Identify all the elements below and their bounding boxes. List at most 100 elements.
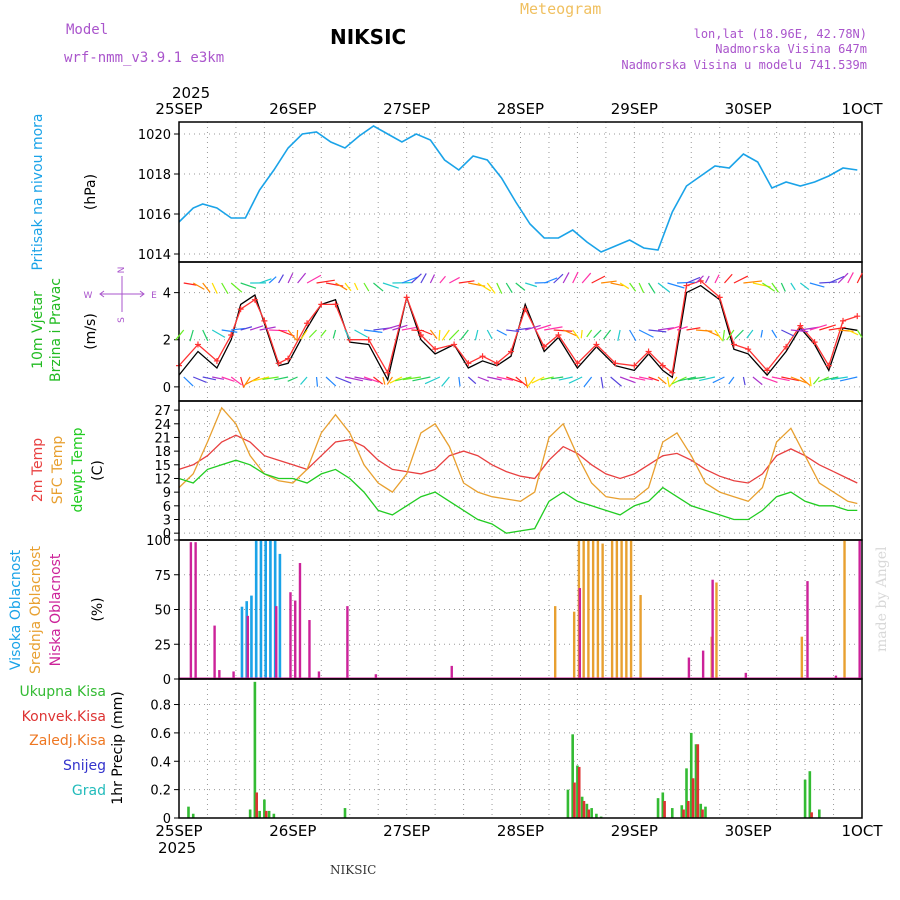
y-tick-label: 1014 — [138, 248, 171, 263]
y-tick-label: 1020 — [138, 128, 171, 143]
wind-arrow — [183, 282, 197, 286]
cloud-bar — [278, 553, 282, 679]
wind-arrow — [320, 329, 327, 337]
wind-compass: N W E S — [84, 267, 158, 323]
wind-arrow — [657, 282, 670, 293]
wind-arrow — [524, 376, 529, 389]
precip-bar — [808, 771, 812, 818]
precip-bar — [582, 800, 586, 818]
precip-bar — [187, 806, 190, 818]
wind-arrow — [429, 329, 438, 340]
wind-arrow — [695, 329, 713, 332]
tick-label-bottom: 25SEP — [155, 822, 202, 840]
wind-arrow — [335, 282, 348, 291]
wind-arrow — [230, 282, 243, 293]
wind-arrow — [496, 282, 503, 294]
precip-bar — [571, 734, 574, 818]
wind-arrow — [373, 376, 384, 385]
cloud-bar — [715, 582, 718, 680]
y-tick-label: 18 — [154, 445, 171, 460]
wind-arrow — [742, 376, 746, 386]
panel-pressure: 1014 1016 1018 1020 Pritisak na nivou mora (h… — [30, 113, 863, 271]
tick-label-bottom: 28SEP — [497, 822, 544, 840]
cloud-bar — [259, 540, 263, 679]
wind-arrow — [211, 282, 218, 294]
wind-arrow — [429, 274, 436, 284]
wind-arrow — [315, 376, 319, 387]
wind-arrow — [687, 376, 706, 381]
gust-marker — [194, 341, 201, 348]
wind-arrow — [705, 329, 721, 337]
precip-bar — [685, 768, 688, 818]
wind-arrow — [617, 329, 621, 341]
gust-marker — [716, 294, 723, 301]
cloud-bar — [625, 539, 628, 680]
wind-arrow — [300, 329, 308, 340]
wind-arrow — [506, 329, 520, 333]
wind-arrow — [543, 277, 558, 284]
precip-legend-label: Grad — [72, 783, 106, 799]
precip-bar — [590, 808, 593, 818]
gust-marker — [417, 332, 424, 339]
gust-marker — [228, 332, 235, 339]
y-tick-label: 4 — [163, 287, 171, 302]
gust-marker — [508, 348, 515, 355]
wind-arrow — [809, 324, 827, 331]
series-line-udari — [178, 280, 858, 375]
wind-arrow — [733, 275, 749, 284]
wind-arrow — [477, 376, 490, 382]
precip-bar — [255, 792, 258, 818]
gust-marker — [384, 369, 391, 376]
wind-arrow — [603, 329, 612, 340]
wind-arrow — [728, 376, 735, 385]
time-axis-bottom: 25SEP 26SEP 27SEP 28SEP 29SEP 30SEP 1OCT — [155, 822, 883, 840]
compass-w: W — [84, 291, 93, 301]
gust-marker — [522, 306, 529, 313]
wind-arrow — [666, 376, 670, 387]
wind-arrow — [325, 376, 337, 387]
panel-label: Niska Oblacnost — [48, 553, 64, 666]
gust-marker — [612, 360, 619, 367]
gust-marker — [451, 341, 458, 348]
y-tick-label: 0.4 — [150, 755, 171, 770]
wind-arrow — [183, 376, 194, 387]
y-tick-label: 0.2 — [150, 784, 171, 799]
series-line-sfc-temp — [178, 406, 858, 505]
series-line-dewpt-temp — [178, 459, 858, 534]
y-tick-label: 0 — [163, 527, 171, 542]
wind-arrow — [837, 272, 849, 284]
cloud-bar — [591, 539, 595, 680]
gust-marker — [659, 362, 666, 369]
wind-arrow — [240, 326, 253, 331]
wind-arrow — [382, 282, 399, 289]
wind-arrow — [809, 282, 825, 288]
precip-bar — [576, 765, 579, 818]
panel-unit: (%) — [90, 597, 106, 621]
compass-n: N — [117, 267, 127, 274]
precip-bar — [670, 808, 674, 818]
panel-label: 2m Temp — [30, 438, 46, 502]
wind-arrow — [551, 376, 564, 380]
precip-bar — [694, 744, 698, 818]
wind-arrow — [813, 376, 820, 385]
wind-arrow — [477, 282, 492, 292]
wind-arrow — [386, 376, 393, 385]
wind-arrow — [230, 376, 242, 386]
gust-marker — [332, 301, 339, 308]
wind-arrow — [580, 329, 583, 339]
wind-arrow — [354, 376, 373, 382]
precip-bar — [191, 813, 195, 818]
gust-marker — [318, 301, 325, 308]
wind-arrow — [274, 376, 289, 381]
wind-arrow — [441, 329, 450, 341]
cloud-bar — [578, 588, 582, 680]
tick-label-top: 28SEP — [497, 100, 544, 118]
wind-arrow — [249, 325, 264, 331]
series-line-2m-temp — [178, 434, 858, 484]
wind-arrow — [363, 376, 379, 383]
wind-arrow — [458, 280, 475, 284]
precip-bar — [680, 805, 684, 818]
wind-arrow — [486, 282, 496, 294]
wind-arrow — [262, 376, 279, 380]
wind-arrow — [531, 376, 545, 384]
